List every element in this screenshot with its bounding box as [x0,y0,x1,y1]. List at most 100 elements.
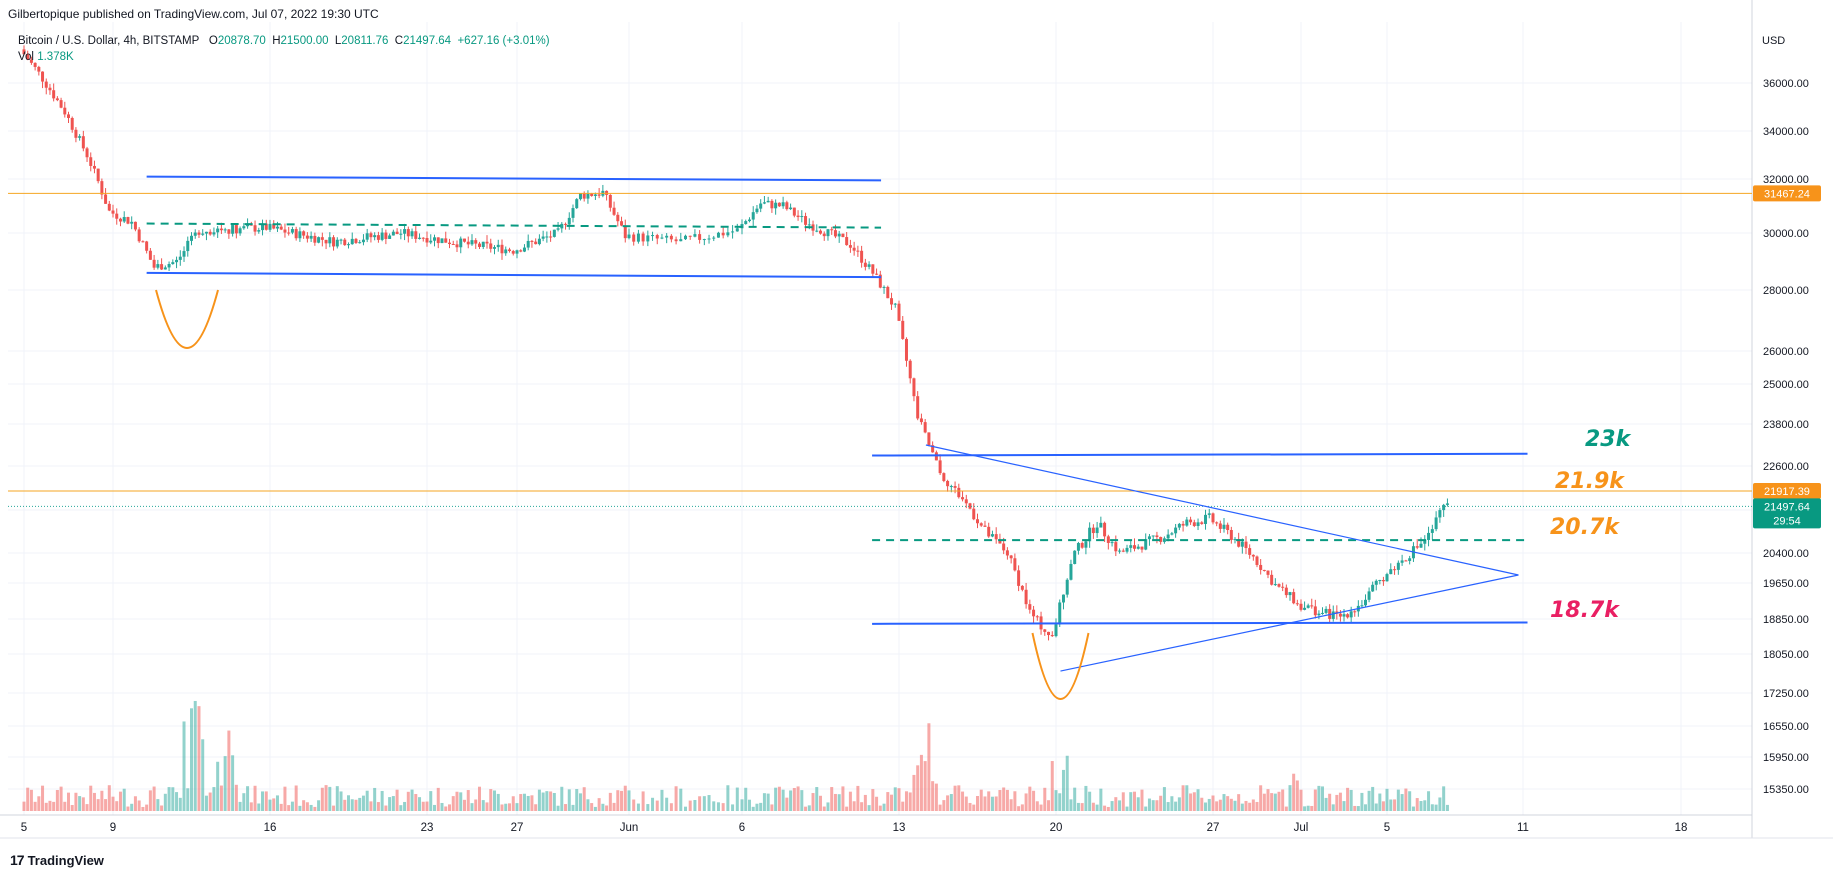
upper-range-line [872,452,1528,457]
volume-bar [994,796,998,811]
candle-body [1215,522,1219,524]
volume-bar [489,789,493,811]
volume-bar [298,805,302,811]
candle-body [564,223,568,225]
candle-body [1292,592,1296,604]
candle-body [1389,569,1393,575]
close-value: 21497.64 [403,35,452,47]
volume-bar [115,801,119,811]
low-value: 20811.76 [341,35,389,47]
volume-bar [1222,794,1226,811]
candle-body [586,193,590,199]
volume-bar [227,730,231,811]
candle-body [78,136,82,138]
candle-body [942,473,946,481]
candle-body [85,148,89,158]
candle-body [231,225,235,234]
candle-body [100,181,104,195]
candle-body [620,221,624,226]
volume-bar [908,792,912,811]
candle-body [175,259,179,263]
volume-bar [815,787,819,811]
candle-body [115,213,119,219]
volume-bar [1404,788,1408,811]
volume-bar [1215,801,1219,811]
candle-body [253,225,257,232]
candle-body [575,199,579,209]
candle-body [1374,580,1378,585]
volume-bar [261,791,265,811]
candle-body [731,231,735,233]
volume-bar [552,792,556,811]
candle-body [878,274,882,288]
candle-body [811,224,815,231]
volume-bar [1065,755,1069,811]
volume-bar [347,795,350,811]
candle-body [1262,569,1266,571]
cup-arc-may [155,289,219,349]
candle-body [781,202,785,207]
time-tick-label: 9 [110,822,116,834]
candle-body [1121,550,1125,552]
annotation-label: 20.7k [1550,515,1620,540]
candle-body [444,238,448,243]
volume-bar [1277,791,1281,811]
candle-body [1364,599,1367,606]
candle-body [1430,529,1434,533]
volume-bar [249,802,253,811]
candle-body [41,71,45,82]
candle-body [395,231,399,235]
candle-body [522,247,526,252]
volume-value: 1.378K [37,51,74,63]
candle-body [1196,522,1200,526]
candle-body [1419,543,1423,548]
volume-bar [953,785,957,811]
candle-body [26,54,30,60]
volume-bar [586,799,590,811]
volume-bar [1385,788,1389,811]
candle-body [309,235,313,239]
candle-body [1017,570,1021,586]
tradingview-footer[interactable]: 17 TradingView [10,852,104,868]
volume-bar [1159,795,1163,811]
candle-body [1076,543,1080,551]
time-tick-label: 27 [511,822,524,834]
volume-bar [964,796,968,811]
volume-bar [620,790,624,811]
candle-body [63,107,67,115]
volume-bar [425,801,429,811]
candle-body [616,214,620,222]
candle-body [804,216,808,225]
candle-body [655,235,659,239]
candle-body [22,49,26,55]
volume-bar [901,801,905,811]
time-tick-label: 20 [1050,822,1063,834]
candle-body [726,232,730,236]
candle-body [1170,533,1174,535]
volume-bar [674,786,678,811]
volume-bar [1226,796,1230,811]
candle-body [526,240,530,248]
candle-body [1423,539,1427,544]
candle-body [1054,624,1058,637]
candle-body [646,235,650,242]
candle-body [1240,541,1244,547]
volume-bar [421,801,425,811]
volume-bar [74,792,78,811]
price-label-text: 31467.24 [1764,188,1810,200]
volume-bar [1024,793,1028,811]
candle-body [302,231,306,236]
volume-bar [904,791,908,811]
price-tick-label: 34000.00 [1763,126,1809,138]
volume-bar [1346,787,1350,811]
candle-body [552,229,556,237]
candle-body [871,264,875,274]
time-tick-label: 11 [1517,822,1529,834]
volume-bar [1299,789,1303,811]
candle-body [968,503,972,509]
candle-body [1151,535,1155,537]
candle-body [822,233,826,237]
candle-body [436,237,440,244]
volume-bar [55,789,59,811]
